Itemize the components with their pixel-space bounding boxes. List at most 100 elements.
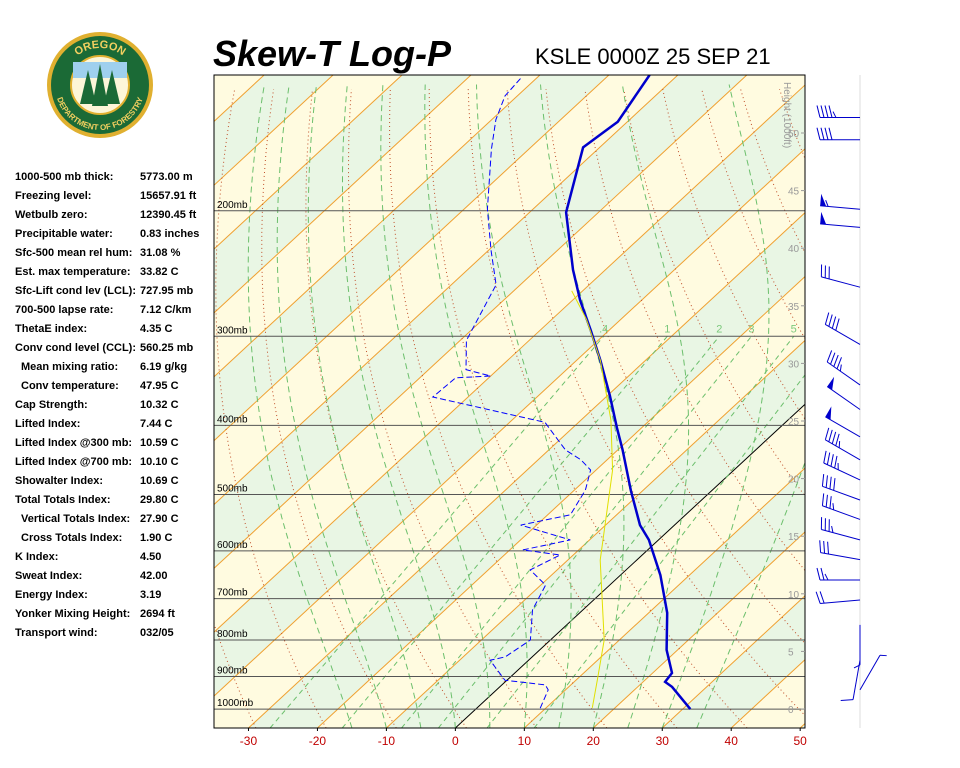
mixing-ratio-label: 3	[748, 323, 754, 335]
plot-frame	[213, 74, 806, 729]
dry-adiabat	[545, 89, 805, 645]
stat-label: ThetaE index:	[15, 323, 87, 335]
wind-barb	[824, 312, 861, 345]
isotherm	[214, 75, 748, 570]
stat-value: 10.59 C	[140, 437, 179, 449]
barb-feather	[816, 105, 821, 118]
wind-barb	[820, 264, 861, 288]
wind-barb	[824, 427, 861, 461]
stat-value: 1.90 C	[140, 532, 172, 544]
height-tick-label: 20	[788, 475, 800, 486]
barb-staff	[825, 324, 861, 345]
height-tick-label: 40	[788, 244, 800, 255]
mixing-ratio-line	[533, 374, 805, 728]
barb-feather	[826, 350, 833, 363]
chart-title: Skew-T Log-P	[213, 33, 452, 74]
chart-subtitle: KSLE 0000Z 25 SEP 21	[535, 44, 771, 69]
stat-value: 10.10 C	[140, 456, 179, 468]
barb-feather	[833, 478, 836, 491]
pressure-label: 200mb	[217, 200, 248, 211]
stat-label: Sfc-Lift cond lev (LCL):	[15, 285, 136, 297]
pressure-label: 700mb	[217, 588, 248, 599]
stat-label: Est. max temperature:	[15, 266, 131, 278]
stat-label: Yonker Mixing Height:	[15, 608, 130, 620]
barb-feather	[825, 494, 828, 508]
dry-adiabat	[818, 89, 960, 728]
dry-adiabat	[215, 89, 327, 728]
stat-label: Energy Index:	[15, 589, 88, 601]
height-tick-label: 25	[788, 417, 800, 428]
barb-feather	[828, 105, 833, 118]
moist-adiabat	[380, 84, 491, 728]
logo-top-text: OREGON	[72, 39, 127, 58]
wind-barb	[821, 493, 861, 520]
stat-label: Freezing level:	[15, 190, 91, 202]
pressure-label: 500mb	[217, 483, 248, 494]
isotherm	[214, 75, 610, 442]
stat-value: 29.80 C	[140, 494, 179, 506]
barb-staff	[826, 361, 861, 386]
stat-value: 3.19	[140, 589, 161, 601]
barb-feather	[831, 525, 834, 533]
mixing-ratio-line	[486, 336, 795, 728]
barb-feather	[821, 473, 825, 487]
pressure-label: 300mb	[217, 325, 248, 336]
dry-adiabat	[896, 89, 960, 728]
pressure-label: 400mb	[217, 414, 248, 425]
barb-flag	[820, 193, 827, 207]
wind-barb	[820, 517, 861, 541]
barb-staff	[821, 276, 861, 288]
barb-feather	[831, 316, 837, 329]
barb-feather	[824, 127, 829, 140]
barb-feather	[820, 127, 825, 140]
pressure-label: 1000mb	[217, 698, 254, 709]
stat-value: 4.35 C	[140, 323, 172, 335]
barb-feather	[830, 454, 834, 467]
height-tick-label: 30	[788, 359, 800, 370]
stat-value: 15657.91 ft	[140, 190, 197, 202]
barb-feather	[820, 105, 825, 118]
x-tick-label: 50	[793, 734, 807, 748]
mixing-ratio-line	[269, 335, 605, 728]
barb-feather	[823, 540, 826, 554]
barb-feather	[828, 127, 833, 140]
isotherm-band	[214, 75, 805, 633]
plot-area: .412358	[214, 75, 960, 728]
barb-feather	[836, 357, 842, 370]
barb-feather	[825, 475, 828, 488]
temperature-trace	[564, 75, 692, 710]
mixing-ratio-line	[401, 335, 720, 728]
stat-label: Transport wind:	[15, 627, 98, 639]
dry-adiabat	[467, 89, 748, 728]
stat-value: 7.12 C/km	[140, 304, 192, 316]
stat-value: 27.90 C	[140, 513, 179, 525]
barb-feather	[819, 540, 822, 553]
mixing-ratio-label: 5	[791, 323, 797, 335]
barb-flag	[820, 211, 827, 225]
height-tick-label: 35	[788, 302, 800, 313]
dry-adiabat	[506, 89, 805, 717]
wind-barb	[815, 591, 861, 604]
x-tick-label: 20	[587, 734, 601, 748]
moist-adiabat	[661, 84, 770, 728]
moist-adiabat	[476, 84, 572, 728]
stat-value: 10.32 C	[140, 399, 179, 411]
height-axis-label: Height (1000ft)	[781, 82, 792, 148]
isotherm-band	[214, 148, 805, 728]
barb-feather	[820, 567, 825, 581]
x-tick-label: 0	[452, 734, 459, 748]
barb-feather	[826, 452, 831, 465]
barb-feather	[829, 496, 832, 509]
barb-feather	[831, 431, 837, 444]
pressure-label: 600mb	[217, 540, 248, 551]
wind-barb	[816, 127, 860, 141]
moist-adiabat	[424, 84, 528, 728]
barb-staff	[820, 552, 861, 561]
height-tick-label: 10	[788, 590, 800, 601]
barb-feather	[815, 591, 821, 604]
barb-feather	[839, 364, 842, 372]
wind-barb	[819, 540, 861, 561]
barb-feather	[835, 318, 840, 331]
barb-staff	[820, 599, 861, 604]
barb-feather	[816, 127, 821, 140]
